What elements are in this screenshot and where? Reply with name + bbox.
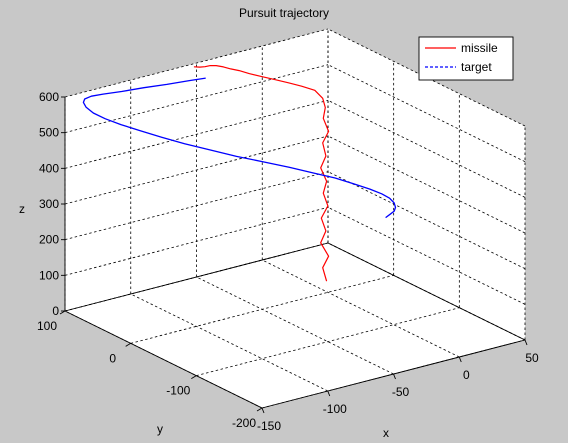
x-tick-label: -150 xyxy=(257,419,281,433)
legend-box xyxy=(418,36,514,81)
z-axis-label: z xyxy=(19,202,25,216)
z-tick-label: 300 xyxy=(39,197,59,211)
x-tick-mark xyxy=(524,339,528,346)
data-lines xyxy=(82,64,397,282)
axis-line-y xyxy=(64,310,263,409)
legend: missile target xyxy=(418,36,514,81)
grid-line-z-back xyxy=(64,28,329,98)
box-edge xyxy=(64,242,329,312)
grid-line-z-back xyxy=(64,99,329,169)
x-tick-label: 50 xyxy=(525,351,539,365)
tick-labels: -150-100-50050-200-100010001002003004005… xyxy=(37,90,539,433)
grid-line-z-back xyxy=(64,171,329,241)
z-tick-label: 200 xyxy=(39,233,59,247)
y-tick-label: 0 xyxy=(109,351,116,365)
y-tick-mark xyxy=(59,310,66,315)
grid-line-z-back xyxy=(64,206,329,276)
grid-line-z-side xyxy=(327,99,526,198)
box-edge xyxy=(327,242,526,341)
y-axis-label: y xyxy=(157,422,163,436)
grid-line-y-floor xyxy=(130,274,394,344)
series-line-target xyxy=(82,77,397,219)
grid-line-z-side xyxy=(327,171,526,270)
grid-line-x-floor xyxy=(130,293,328,392)
legend-label-target: target xyxy=(461,60,492,74)
grid-line-x-floor xyxy=(262,259,460,358)
grid-line-y-floor xyxy=(196,307,460,377)
grid-line-z-back xyxy=(64,135,329,205)
z-tick-label: 0 xyxy=(52,304,59,318)
x-tick-label: -50 xyxy=(392,385,410,399)
y-tick-mark xyxy=(191,375,197,380)
grid-line-x-floor xyxy=(196,276,394,375)
series-line-missile xyxy=(193,64,330,282)
z-tick-label: 100 xyxy=(39,268,59,282)
grid-line-z-back xyxy=(64,64,329,134)
chart-title: Pursuit trajectory xyxy=(239,6,329,20)
x-tick-mark xyxy=(327,390,331,397)
grid-line-z-side xyxy=(327,64,526,163)
z-tick-label: 500 xyxy=(39,126,59,140)
y-tick-mark xyxy=(256,407,263,412)
axes-side-pane xyxy=(328,29,525,340)
y-tick-label: -100 xyxy=(166,384,190,398)
legend-label-missile: missile xyxy=(461,41,498,55)
x-tick-mark xyxy=(261,407,265,414)
z-tick-label: 400 xyxy=(39,161,59,175)
x-tick-label: 0 xyxy=(463,368,470,382)
x-tick-mark xyxy=(393,373,396,380)
y-tick-label: 100 xyxy=(37,319,57,333)
axes-floor-pane xyxy=(65,243,525,408)
grid-line-z-side xyxy=(327,206,526,305)
grid-line-z-side xyxy=(327,135,526,234)
x-tick-label: -100 xyxy=(323,402,347,416)
x-tick-mark xyxy=(458,356,462,363)
z-tick-label: 600 xyxy=(39,90,59,104)
y-tick-label: -200 xyxy=(232,416,256,430)
axes-box xyxy=(59,96,528,414)
x-axis-label: x xyxy=(383,426,389,440)
y-tick-mark xyxy=(125,342,131,347)
grid-line-z-side xyxy=(327,28,526,127)
